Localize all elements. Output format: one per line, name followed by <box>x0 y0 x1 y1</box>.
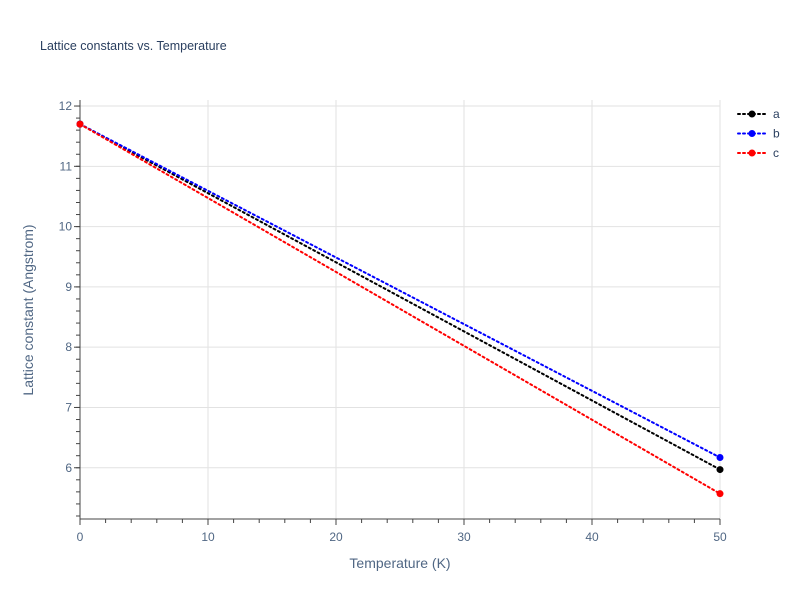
data-point-c <box>716 490 724 498</box>
series-line-b <box>79 123 721 459</box>
y-tick-label: 11 <box>60 159 73 173</box>
y-tick-label: 9 <box>65 280 72 294</box>
y-tick-label: 7 <box>65 400 72 414</box>
data-point-c <box>76 120 84 128</box>
legend-label-a: a <box>773 107 780 121</box>
x-tick-label: 50 <box>713 530 727 544</box>
chart-title: Lattice constants vs. Temperature <box>40 39 227 53</box>
y-tick-label: 8 <box>65 340 72 354</box>
legend-label-c: c <box>773 146 779 160</box>
x-tick-label: 20 <box>329 530 343 544</box>
series-line-c <box>79 123 721 495</box>
data-point-a <box>716 466 724 474</box>
x-axis-title: Temperature (K) <box>349 555 450 571</box>
x-tick-label: 30 <box>457 530 471 544</box>
series-line-a <box>79 123 721 471</box>
legend-item-b[interactable]: b <box>737 127 780 141</box>
axes-layer <box>74 100 721 525</box>
legend-label-b: b <box>773 127 780 141</box>
y-axis-title: Lattice constant (Angstrom) <box>20 224 36 395</box>
grid-layer <box>80 100 721 519</box>
y-tick-label: 6 <box>65 461 72 475</box>
legend-marker-b <box>748 130 756 137</box>
legend[interactable]: abc <box>737 107 780 160</box>
y-tick-label: 10 <box>59 220 73 234</box>
data-point-b <box>716 454 724 462</box>
legend-item-a[interactable]: a <box>737 107 780 121</box>
tick-layer: 0 10 20 30 40 50 6 7 8 9 10 11 12 <box>59 99 727 544</box>
series-layer <box>76 120 724 498</box>
y-tick-label: 12 <box>59 99 73 113</box>
legend-marker-a <box>748 110 756 118</box>
legend-item-c[interactable]: c <box>737 146 779 160</box>
x-tick-label: 0 <box>77 530 84 544</box>
x-tick-label: 40 <box>585 530 599 544</box>
x-tick-label: 10 <box>201 530 215 544</box>
legend-marker-c <box>748 149 756 157</box>
series-c <box>76 120 724 498</box>
